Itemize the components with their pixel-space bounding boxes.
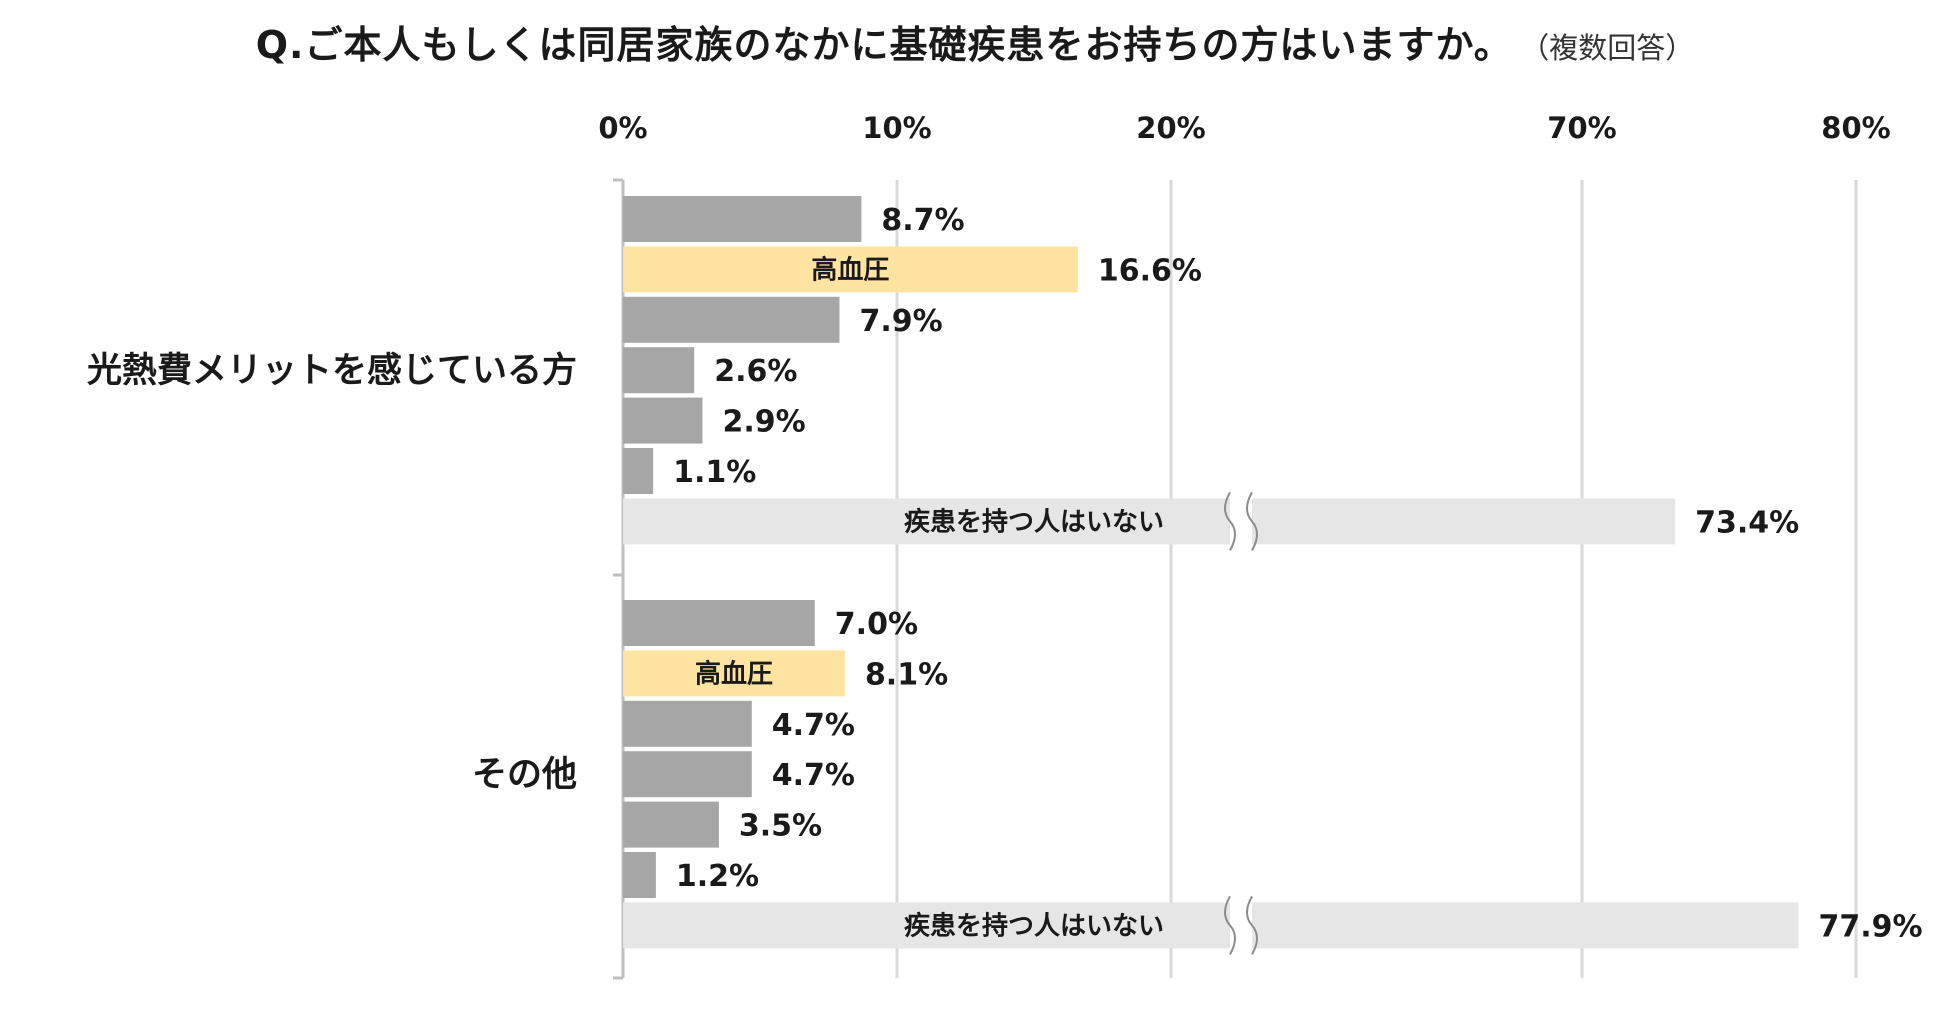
data-label: 1.2% <box>676 859 759 894</box>
bar <box>623 498 1676 545</box>
x-tick-label: 0% <box>598 111 647 145</box>
bar <box>623 801 719 848</box>
data-label: 4.7% <box>772 758 855 793</box>
x-tick-label: 10% <box>862 111 931 145</box>
bar <box>623 650 845 697</box>
bar-inner-label: 高血圧 <box>695 658 773 689</box>
data-label: 73.4% <box>1695 505 1799 540</box>
data-label: 8.1% <box>865 657 948 692</box>
data-label: 8.7% <box>881 203 964 238</box>
bar <box>623 296 840 343</box>
data-label: 7.0% <box>835 607 918 642</box>
data-label: 3.5% <box>739 809 822 844</box>
group-label: その他 <box>472 755 577 795</box>
data-label: 16.6% <box>1098 253 1202 288</box>
axis-break-line <box>1224 491 1236 551</box>
group-label: 光熱費メリットを感じている方 <box>87 351 577 391</box>
data-label: 7.9% <box>859 304 942 339</box>
axis-break-line <box>1246 895 1258 955</box>
bar <box>623 196 862 242</box>
data-label: 2.9% <box>722 405 805 440</box>
bar-inner-label: 疾患を持つ人はいない <box>904 910 1164 941</box>
bar <box>623 600 815 646</box>
data-label: 1.1% <box>673 455 756 490</box>
bar <box>623 700 752 747</box>
bar-inner-label: 疾患を持つ人はいない <box>904 506 1164 537</box>
bar <box>623 902 1799 949</box>
bar <box>623 751 752 798</box>
bar <box>623 347 695 394</box>
x-tick-label: 20% <box>1136 111 1205 145</box>
title-area: Q.ご本人もしくは同居家族のなかに基礎疾患をお持ちの方はいますか。 （複数回答） <box>0 14 1950 69</box>
bar <box>623 448 654 494</box>
data-label: 2.6% <box>714 354 797 389</box>
bar <box>623 397 703 444</box>
bar <box>623 852 656 898</box>
data-label: 4.7% <box>772 708 855 743</box>
x-tick-label: 80% <box>1821 111 1890 145</box>
axis-break-line <box>1224 895 1236 955</box>
bar <box>623 246 1078 293</box>
axis-break-line <box>1246 491 1258 551</box>
bar-inner-label: 高血圧 <box>811 254 889 285</box>
chart-subtitle: （複数回答） <box>1534 31 1695 65</box>
data-label: 77.9% <box>1818 909 1922 944</box>
chart-title: Q.ご本人もしくは同居家族のなかに基礎疾患をお持ちの方はいますか。 <box>255 23 1513 67</box>
x-tick-label: 70% <box>1547 111 1616 145</box>
